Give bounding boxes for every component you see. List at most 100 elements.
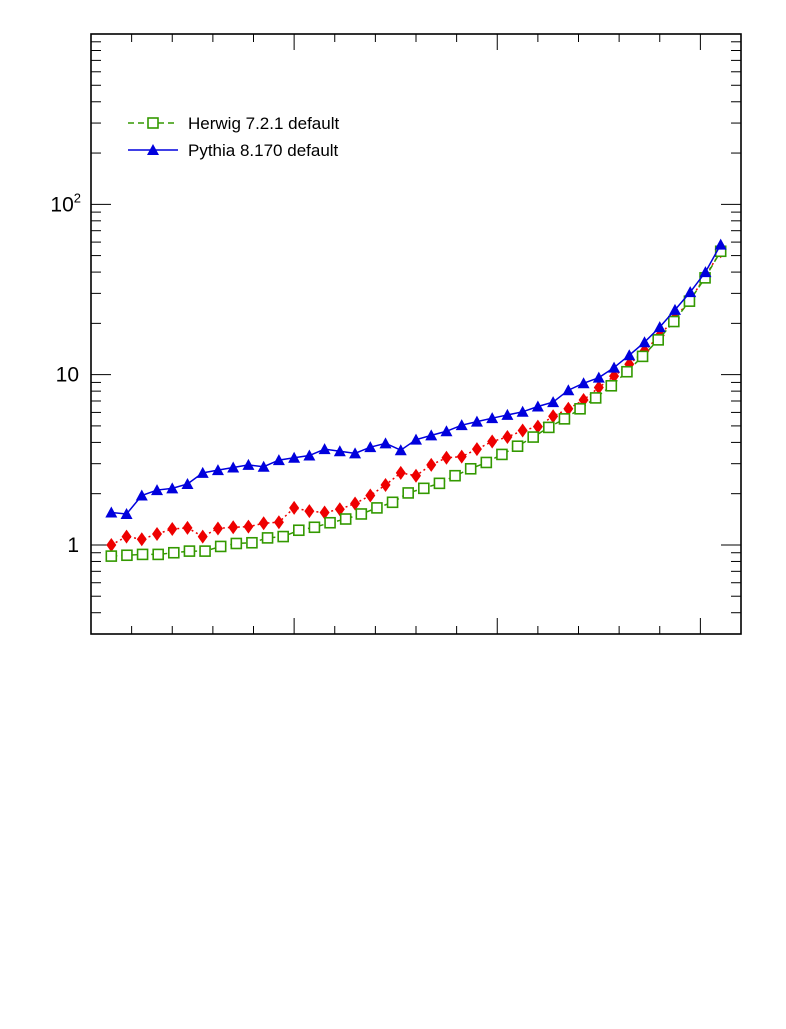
- point-marker-diamond: [502, 430, 513, 445]
- point-marker-square: [621, 365, 633, 378]
- point-marker-diamond: [532, 419, 543, 434]
- point-marker-triangle: [592, 371, 605, 383]
- point-marker-diamond: [593, 380, 604, 395]
- point-marker-triangle: [470, 415, 483, 427]
- point-marker-triangle: [349, 447, 362, 459]
- point-marker-diamond: [121, 529, 132, 544]
- legend-entry: Pythia 8.170 default: [128, 141, 339, 160]
- series-line: [111, 250, 722, 557]
- point-marker-diamond: [441, 450, 452, 465]
- point-marker-diamond: [136, 532, 147, 547]
- point-marker-square: [464, 462, 477, 475]
- point-marker-square: [371, 502, 383, 514]
- point-marker-triangle: [120, 507, 133, 519]
- point-marker-square: [355, 508, 368, 520]
- legend-label: Pythia 8.170 default: [188, 141, 339, 160]
- series-group: [105, 238, 727, 519]
- y-tick-label: 102: [50, 190, 81, 216]
- point-marker-square: [152, 548, 164, 561]
- point-marker-diamond: [411, 468, 421, 483]
- point-marker-square: [574, 403, 586, 415]
- point-marker-square: [496, 448, 508, 461]
- point-marker-square: [527, 431, 539, 443]
- point-marker-square: [589, 392, 602, 404]
- point-marker-triangle: [318, 443, 331, 455]
- point-marker-square: [230, 537, 243, 550]
- point-marker-triangle: [333, 445, 346, 457]
- point-marker-square: [433, 477, 446, 490]
- legend: Herwig 7.2.1 default Pythia 8.170 default: [128, 114, 339, 160]
- point-marker-diamond: [319, 505, 330, 520]
- point-marker-diamond: [258, 516, 269, 531]
- point-marker-square: [605, 379, 618, 392]
- point-marker-triangle: [147, 144, 159, 155]
- legend-entry: Herwig 7.2.1 default: [128, 114, 339, 133]
- point-marker-triangle: [410, 433, 422, 445]
- point-marker-triangle: [668, 303, 681, 315]
- point-marker-triangle: [196, 466, 209, 478]
- point-marker-square: [480, 456, 493, 469]
- point-marker-diamond: [548, 409, 559, 424]
- point-marker-square: [183, 545, 196, 557]
- point-marker-diamond: [426, 457, 437, 472]
- legend-label: Herwig 7.2.1 default: [188, 114, 339, 133]
- point-marker-triangle: [501, 408, 514, 420]
- series-group: [105, 245, 727, 562]
- point-marker-square: [386, 496, 399, 509]
- point-marker-square: [147, 117, 159, 129]
- y-tick-label: 1: [67, 534, 79, 557]
- point-marker-triangle: [562, 384, 575, 396]
- point-marker-diamond: [334, 502, 345, 517]
- point-marker-diamond: [289, 500, 300, 515]
- point-marker-triangle: [699, 266, 712, 278]
- point-marker-square: [449, 469, 461, 482]
- point-marker-triangle: [272, 454, 285, 466]
- point-marker-triangle: [455, 419, 468, 431]
- point-marker-triangle: [684, 286, 697, 298]
- point-marker-triangle: [303, 449, 316, 461]
- point-marker-square: [652, 334, 664, 346]
- point-marker-triangle: [516, 405, 529, 417]
- point-marker-diamond: [243, 519, 254, 534]
- point-marker-square: [293, 524, 305, 537]
- y-tick-label: 10: [56, 364, 79, 387]
- series-line: [110, 250, 722, 546]
- point-marker-square: [558, 413, 571, 425]
- point-marker-square: [168, 546, 180, 559]
- point-marker-square: [136, 548, 149, 561]
- point-marker-triangle: [227, 461, 240, 473]
- point-marker-diamond: [365, 488, 376, 503]
- point-marker-diamond: [517, 423, 528, 438]
- point-marker-triangle: [242, 458, 255, 470]
- point-marker-triangle: [166, 482, 179, 494]
- point-marker-triangle: [151, 484, 164, 496]
- point-marker-diamond: [106, 537, 117, 552]
- point-marker-diamond: [167, 522, 178, 537]
- point-marker-triangle: [288, 451, 301, 463]
- point-marker-diamond: [395, 465, 406, 480]
- point-marker-square: [121, 549, 133, 562]
- point-marker-diamond: [182, 520, 193, 535]
- point-marker-square: [543, 421, 555, 434]
- point-marker-square: [214, 540, 227, 553]
- y-tick-labels: 1 10 102: [50, 190, 81, 557]
- point-marker-diamond: [563, 401, 574, 416]
- point-marker-square: [308, 521, 321, 534]
- point-marker-diamond: [228, 520, 239, 535]
- series-group: [106, 244, 726, 552]
- point-marker-triangle: [364, 441, 377, 453]
- point-marker-triangle: [440, 425, 453, 437]
- point-marker-diamond: [487, 434, 498, 449]
- point-marker-square: [246, 536, 258, 549]
- point-marker-diamond: [609, 369, 620, 384]
- point-marker-triangle: [608, 361, 621, 373]
- point-marker-square: [105, 550, 118, 562]
- series-layer: [105, 238, 727, 562]
- point-marker-diamond: [212, 521, 223, 536]
- point-marker-square: [277, 530, 289, 543]
- point-marker-diamond: [304, 504, 315, 519]
- point-marker-triangle: [577, 377, 590, 389]
- point-marker-triangle: [394, 444, 407, 456]
